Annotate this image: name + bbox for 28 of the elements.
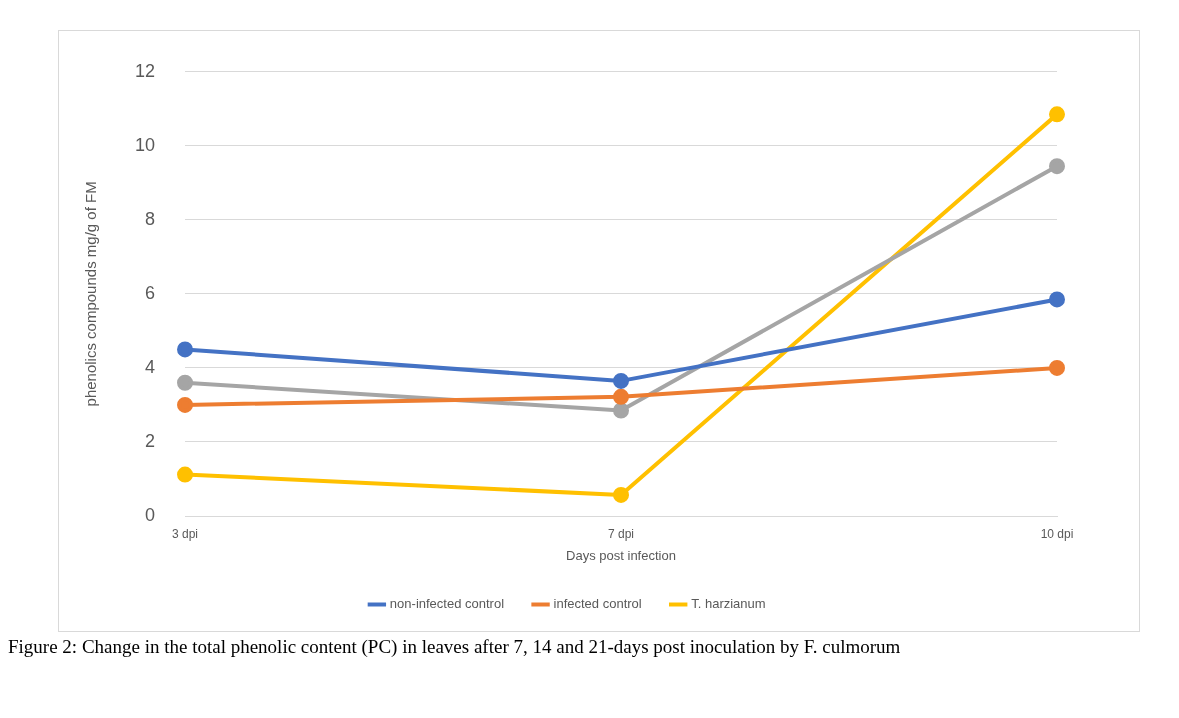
- point: [1049, 359, 1065, 376]
- y-tick-label: 8: [145, 208, 156, 229]
- y-tick-label: 6: [145, 282, 156, 303]
- point: [613, 402, 630, 419]
- y-tick-label: 2: [145, 430, 156, 451]
- point: [613, 486, 630, 503]
- x-tick-label: 10 dpi: [1040, 526, 1074, 541]
- point: [1049, 291, 1065, 308]
- x-tick-label: 3 dpi: [172, 526, 199, 541]
- x-tick-label: 7 dpi: [608, 526, 635, 541]
- legend-label: infected control: [553, 596, 642, 612]
- caption: Figure 2: Change in the total phenolic content (PC) in leaves after 7, 14 and 21-days post inoculation by F. culmorum: [8, 636, 902, 658]
- point: [177, 466, 194, 483]
- point: [613, 372, 630, 389]
- legend-label: T. harzianum: [691, 596, 766, 612]
- y-axis-title: phenolics compounds mg/g of FM: [82, 181, 100, 407]
- y-tick-label: 0: [145, 504, 156, 525]
- y-tick-label: 10: [134, 134, 156, 155]
- point: [177, 374, 194, 391]
- x-axis-title: Days post infection: [566, 547, 676, 563]
- point: [613, 388, 630, 405]
- point: [177, 341, 194, 358]
- point: [1049, 106, 1065, 123]
- point: [177, 396, 194, 413]
- point: [1049, 158, 1065, 175]
- y-tick-label: 4: [145, 356, 156, 377]
- y-tick-label: 12: [134, 60, 156, 81]
- legend-label: non-infected control: [389, 596, 505, 612]
